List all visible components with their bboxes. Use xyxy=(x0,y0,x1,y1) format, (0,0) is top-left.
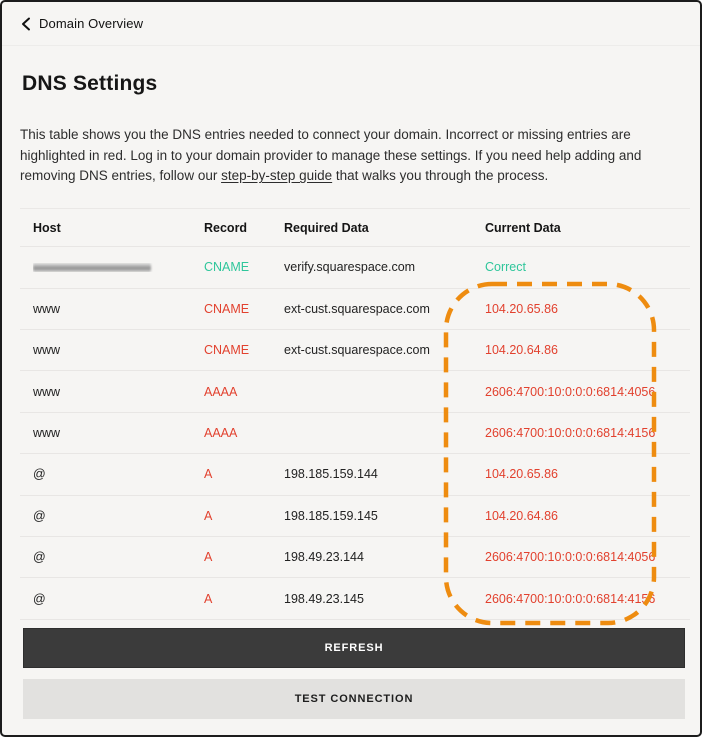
back-link-label: Domain Overview xyxy=(39,16,144,31)
record-type-cell: CNAME xyxy=(204,343,250,358)
host-cell xyxy=(33,262,204,272)
current-data-cell: 2606:4700:10:0:0:0:6814:4056 xyxy=(485,384,656,399)
current-data-cell: Correct xyxy=(485,260,526,275)
description-text: This table shows you the DNS entries nee… xyxy=(20,125,686,187)
required-data-cell: ext-cust.squarespace.com xyxy=(284,301,430,316)
record-type-cell: A xyxy=(204,508,213,523)
table-row: @ A 198.185.159.145 104.20.64.86 xyxy=(20,496,690,538)
current-data-cell: 104.20.64.86 xyxy=(485,343,558,358)
page-title: DNS Settings xyxy=(22,72,158,95)
test-connection-button[interactable]: TEST CONNECTION xyxy=(23,678,685,719)
host-cell: www xyxy=(33,426,61,441)
table-row: www AAAA 2606:4700:10:0:0:0:6814:4156 xyxy=(20,413,690,455)
current-data-cell: 2606:4700:10:0:0:0:6814:4156 xyxy=(485,426,656,441)
required-data-cell: 198.49.23.145 xyxy=(284,591,364,606)
description-before-link: This table shows you the DNS entries nee… xyxy=(20,127,642,184)
current-data-cell: 2606:4700:10:0:0:0:6814:4156 xyxy=(485,591,656,606)
host-cell: @ xyxy=(33,591,46,606)
record-type-cell: AAAA xyxy=(204,384,238,399)
host-cell: www xyxy=(33,384,61,399)
record-type-cell: A xyxy=(204,550,213,565)
chevron-left-icon xyxy=(20,17,32,31)
table-row: www AAAA 2606:4700:10:0:0:0:6814:4056 xyxy=(20,371,690,413)
back-to-domain-overview-link[interactable]: Domain Overview xyxy=(20,16,143,31)
record-type-cell: CNAME xyxy=(204,301,250,316)
description-after-link: that walks you through the process. xyxy=(332,168,549,184)
required-data-cell: ext-cust.squarespace.com xyxy=(284,343,430,358)
table-row: @ A 198.49.23.145 2606:4700:10:0:0:0:681… xyxy=(20,578,690,620)
current-data-cell: 104.20.65.86 xyxy=(485,301,558,316)
host-cell: www xyxy=(33,301,61,316)
host-cell: www xyxy=(33,343,61,358)
host-cell: @ xyxy=(33,508,46,523)
table-row: www CNAME ext-cust.squarespace.com 104.2… xyxy=(20,330,690,372)
column-header-current-data: Current Data xyxy=(485,220,561,235)
column-header-required-data: Required Data xyxy=(284,220,369,235)
record-type-cell: A xyxy=(204,467,213,482)
required-data-cell: 198.185.159.144 xyxy=(284,467,378,482)
step-by-step-guide-link[interactable]: step-by-step guide xyxy=(221,168,333,184)
current-data-cell: 104.20.65.86 xyxy=(485,467,558,482)
table-body: CNAME verify.squarespace.com Correct www… xyxy=(20,247,690,620)
table-row: www CNAME ext-cust.squarespace.com 104.2… xyxy=(20,289,690,331)
dns-records-table: Host Record Required Data Current Data C… xyxy=(20,207,690,620)
required-data-cell: verify.squarespace.com xyxy=(284,260,416,275)
column-header-record: Record xyxy=(204,220,248,235)
top-bar: Domain Overview xyxy=(2,2,700,46)
table-header-row: Host Record Required Data Current Data xyxy=(20,209,690,248)
redacted-host-value xyxy=(33,262,151,272)
record-type-cell: AAAA xyxy=(204,426,238,441)
host-cell: @ xyxy=(33,467,46,482)
table-row: @ A 198.185.159.144 104.20.65.86 xyxy=(20,454,690,496)
required-data-cell: 198.49.23.144 xyxy=(284,550,364,565)
current-data-cell: 2606:4700:10:0:0:0:6814:4056 xyxy=(485,550,656,565)
record-type-cell: A xyxy=(204,591,213,606)
column-header-host: Host xyxy=(33,220,61,235)
record-type-cell: CNAME xyxy=(204,260,250,275)
required-data-cell: 198.185.159.145 xyxy=(284,508,378,523)
table-row: @ A 198.49.23.144 2606:4700:10:0:0:0:681… xyxy=(20,537,690,579)
table-row: CNAME verify.squarespace.com Correct xyxy=(20,247,690,289)
refresh-button[interactable]: REFRESH xyxy=(23,627,685,668)
current-data-cell: 104.20.64.86 xyxy=(485,508,558,523)
host-cell: @ xyxy=(33,550,46,565)
